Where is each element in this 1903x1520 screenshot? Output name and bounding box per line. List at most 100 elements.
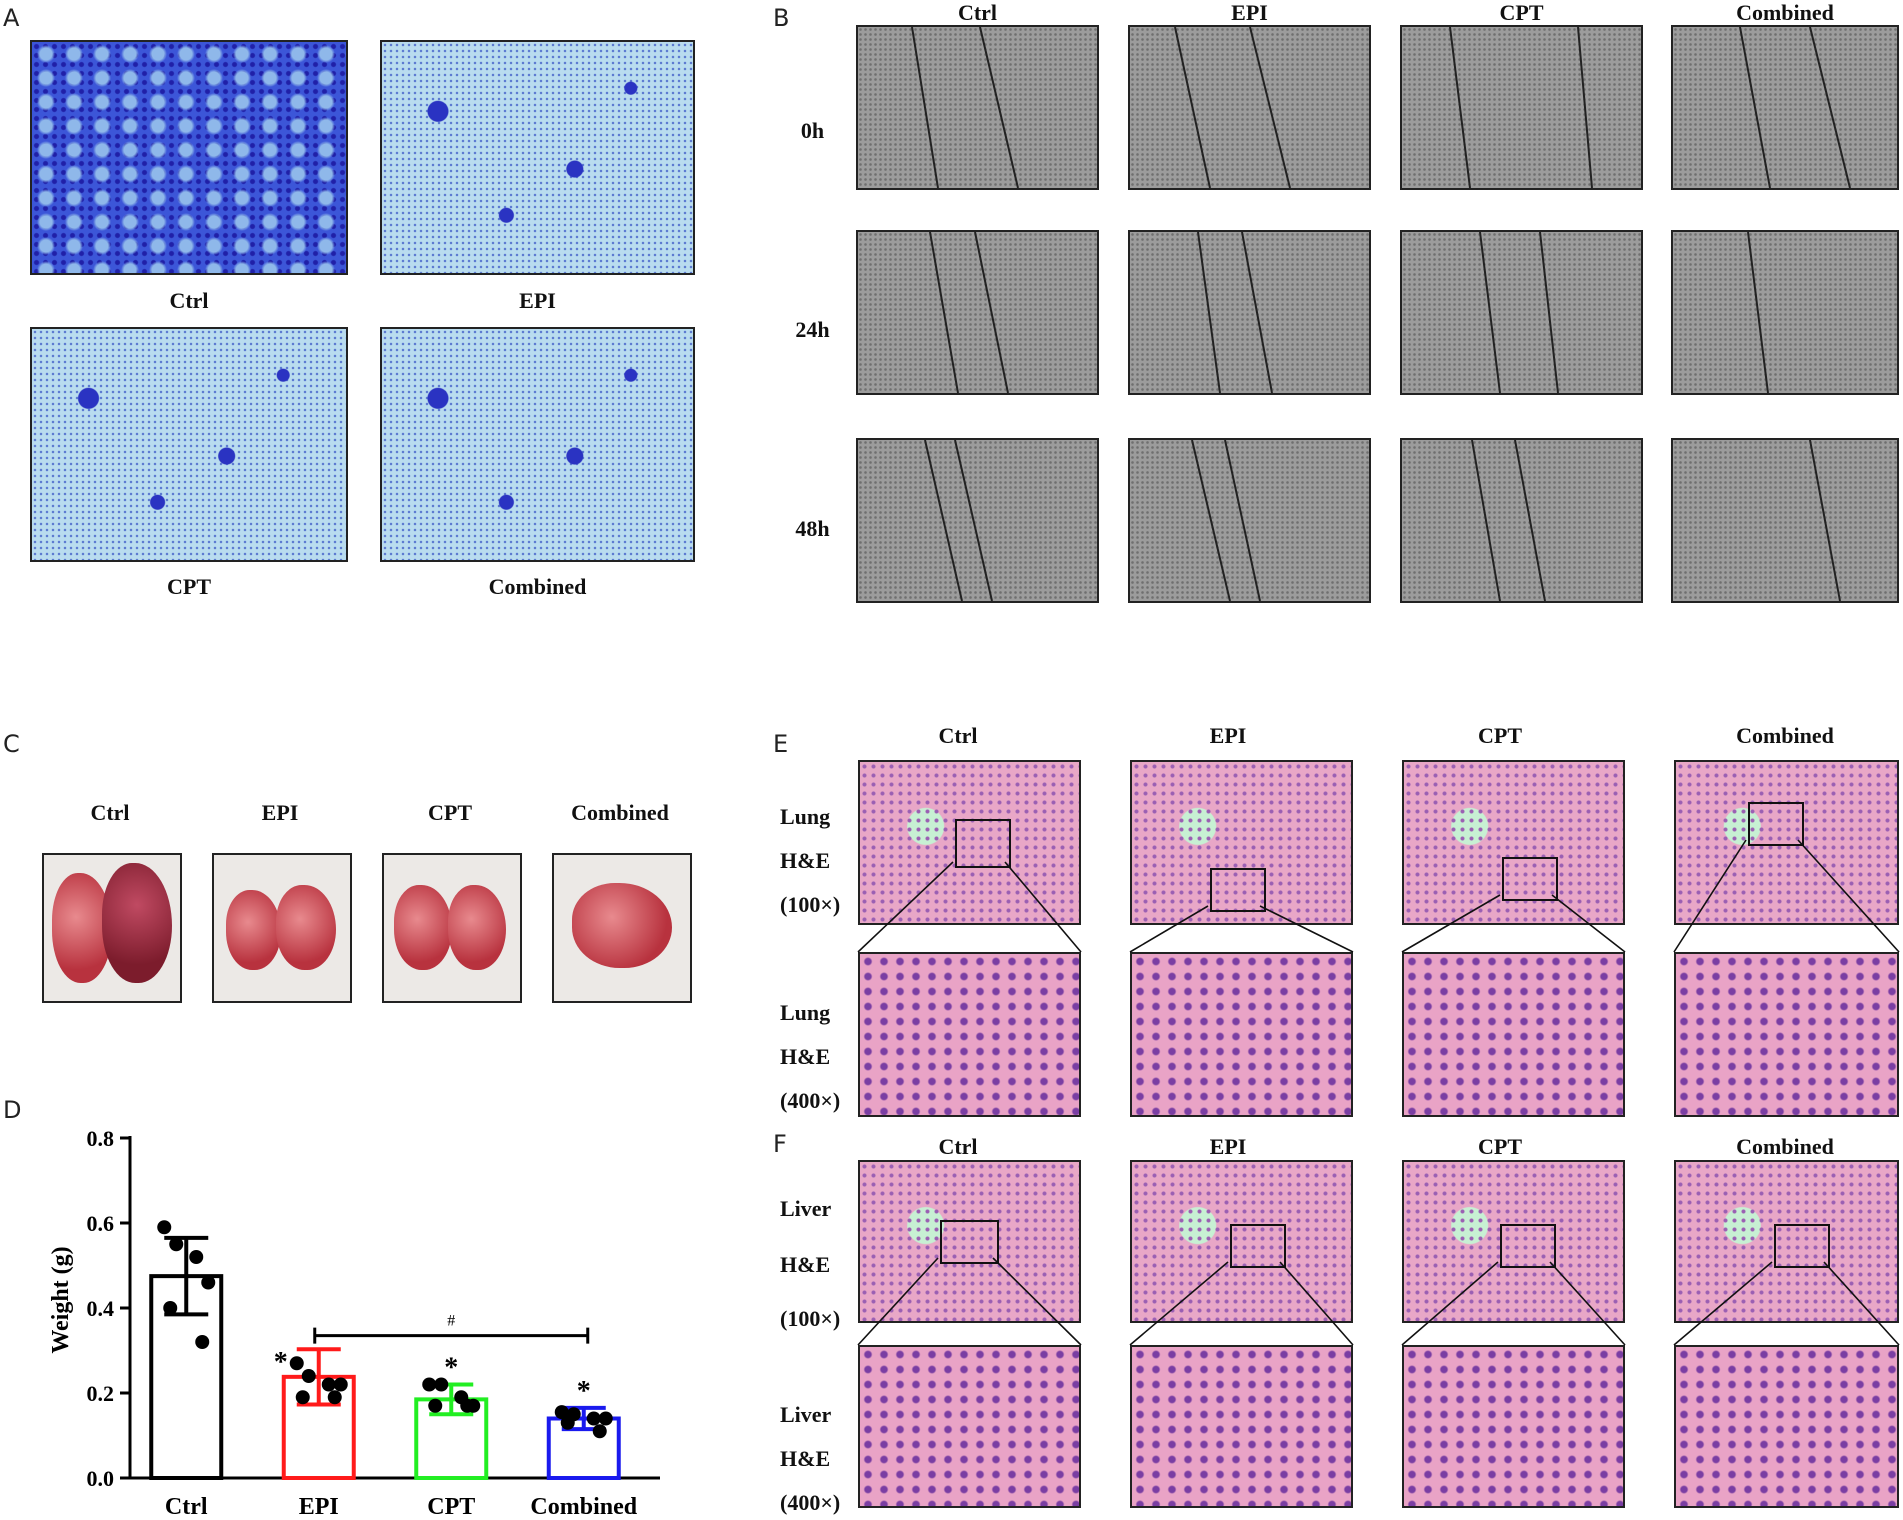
- data-point: [428, 1398, 443, 1413]
- panel-letter-b: B: [773, 4, 790, 32]
- y-tick-label: 0.2: [87, 1381, 115, 1406]
- scratch-row-48h: 48h: [795, 516, 830, 541]
- transwell-image-combined: [380, 327, 695, 562]
- liver-he-100x-combined: [1674, 1160, 1899, 1323]
- lung-he-high-row-mag: (400×): [780, 1088, 841, 1113]
- lung-he-col-combined: Combined: [1736, 723, 1834, 748]
- liver-he-col-epi: EPI: [1209, 1134, 1247, 1159]
- x-tick-label: EPI: [299, 1494, 339, 1520]
- lung-he-100x-ctrl: [858, 760, 1081, 925]
- panel-letter-e: E: [773, 730, 789, 758]
- panel-letter-c: C: [3, 730, 20, 758]
- data-point: [157, 1220, 172, 1235]
- lung-he-400x-cpt: [1402, 952, 1625, 1117]
- scratch-image-epi-48h: [1128, 438, 1371, 603]
- y-tick-label: 0.6: [87, 1211, 115, 1236]
- lung-he-high-row-stain: H&E: [780, 1044, 831, 1069]
- scratch-image-combined-0h: [1671, 25, 1899, 190]
- lung-label-ctrl: Ctrl: [90, 800, 130, 825]
- lung-he-400x-combined: [1674, 952, 1899, 1117]
- lung-photo-ctrl: [42, 853, 182, 1003]
- liver-he-100x-ctrl: [858, 1160, 1081, 1323]
- data-point: [189, 1250, 204, 1264]
- scratch-image-ctrl-24h: [856, 230, 1099, 395]
- panel-letter-d: D: [3, 1096, 22, 1124]
- data-point: [295, 1390, 310, 1405]
- y-axis-label: Weight (g): [48, 1246, 74, 1353]
- liver-he-low-row-mag: (100×): [780, 1306, 841, 1331]
- liver-he-high-row-organ: Liver: [780, 1402, 832, 1427]
- lung-label-cpt: CPT: [428, 800, 472, 825]
- liver-he-low-row-stain: H&E: [780, 1252, 831, 1277]
- data-point: [560, 1415, 575, 1430]
- data-point: [327, 1390, 342, 1405]
- lung-he-high-row-organ: Lung: [780, 1000, 831, 1025]
- scratch-col-ctrl: Ctrl: [957, 0, 998, 25]
- lung-he-low-row-mag: (100×): [780, 892, 841, 917]
- liver-he-400x-epi: [1130, 1345, 1353, 1508]
- scratch-image-ctrl-48h: [856, 438, 1099, 603]
- lung-photo-cpt: [382, 853, 522, 1003]
- data-point: [301, 1369, 316, 1383]
- lung-he-400x-ctrl: [858, 952, 1081, 1117]
- y-tick-label: 0.4: [87, 1296, 115, 1321]
- significance-star: *: [444, 1353, 458, 1384]
- lung-he-col-epi: EPI: [1209, 723, 1247, 748]
- scratch-image-epi-24h: [1128, 230, 1371, 395]
- lung-label-combined: Combined: [571, 800, 669, 825]
- data-point: [333, 1377, 348, 1392]
- lung-photo-combined: [552, 853, 692, 1003]
- x-tick-label: Combined: [530, 1494, 637, 1520]
- scratch-col-cpt: CPT: [1499, 0, 1544, 25]
- data-point: [289, 1356, 304, 1371]
- liver-he-100x-epi: [1130, 1160, 1353, 1323]
- scratch-row-24h: 24h: [795, 317, 830, 342]
- liver-he-low-row-organ: Liver: [780, 1196, 832, 1221]
- transwell-label-epi: EPI: [519, 288, 556, 313]
- liver-he-high-row-mag: (400×): [780, 1490, 841, 1515]
- liver-he-400x-ctrl: [858, 1345, 1081, 1508]
- data-point: [169, 1237, 184, 1252]
- lung-weight-bar-chart: Weight (g) 0.00.20.40.60.8 Ctrl EPI*CPT*C…: [48, 1126, 660, 1520]
- scratch-image-ctrl-0h: [856, 25, 1099, 190]
- scratch-col-epi: EPI: [1231, 0, 1268, 25]
- transwell-image-epi: [380, 40, 695, 275]
- liver-he-100x-cpt: [1402, 1160, 1625, 1323]
- lung-he-100x-cpt: [1402, 760, 1625, 925]
- liver-he-col-ctrl: Ctrl: [938, 1134, 978, 1159]
- liver-he-400x-combined: [1674, 1345, 1899, 1508]
- scratch-image-cpt-48h: [1400, 438, 1643, 603]
- liver-he-col-combined: Combined: [1736, 1134, 1834, 1159]
- data-point: [422, 1377, 437, 1392]
- lung-label-epi: EPI: [261, 800, 299, 825]
- scratch-image-combined-24h: [1671, 230, 1899, 395]
- scratch-image-epi-0h: [1128, 25, 1371, 190]
- data-point: [586, 1411, 601, 1426]
- lung-photo-epi: [212, 853, 352, 1003]
- scratch-lines: [911, 26, 1851, 602]
- data-point: [434, 1377, 449, 1392]
- lung-he-low-row-organ: Lung: [780, 804, 831, 829]
- lung-he-col-ctrl: Ctrl: [938, 723, 978, 748]
- data-point: [460, 1398, 475, 1413]
- data-point: [163, 1301, 178, 1315]
- lung-he-col-cpt: CPT: [1478, 723, 1522, 748]
- data-point: [195, 1335, 210, 1349]
- data-point: [592, 1424, 607, 1439]
- chart-bars: Ctrl EPI * CPT * Combined * #: [149, 1220, 638, 1520]
- transwell-label-combined: Combined: [488, 574, 587, 599]
- scratch-image-cpt-24h: [1400, 230, 1643, 395]
- x-tick-label: Ctrl: [165, 1494, 208, 1520]
- data-point: [321, 1377, 336, 1392]
- lung-he-100x-epi: [1130, 760, 1353, 925]
- transwell-label-ctrl: Ctrl: [169, 288, 209, 313]
- transwell-label-cpt: CPT: [167, 574, 211, 599]
- lung-he-100x-combined: [1674, 760, 1899, 925]
- data-point: [554, 1405, 569, 1420]
- bracket-label: #: [447, 1313, 455, 1330]
- y-tick-label: 0.0: [87, 1466, 115, 1491]
- x-tick-label: CPT: [427, 1494, 475, 1520]
- scratch-col-combined: Combined: [1736, 0, 1834, 25]
- data-point: [598, 1411, 613, 1426]
- panel-letter-f: F: [773, 1130, 787, 1158]
